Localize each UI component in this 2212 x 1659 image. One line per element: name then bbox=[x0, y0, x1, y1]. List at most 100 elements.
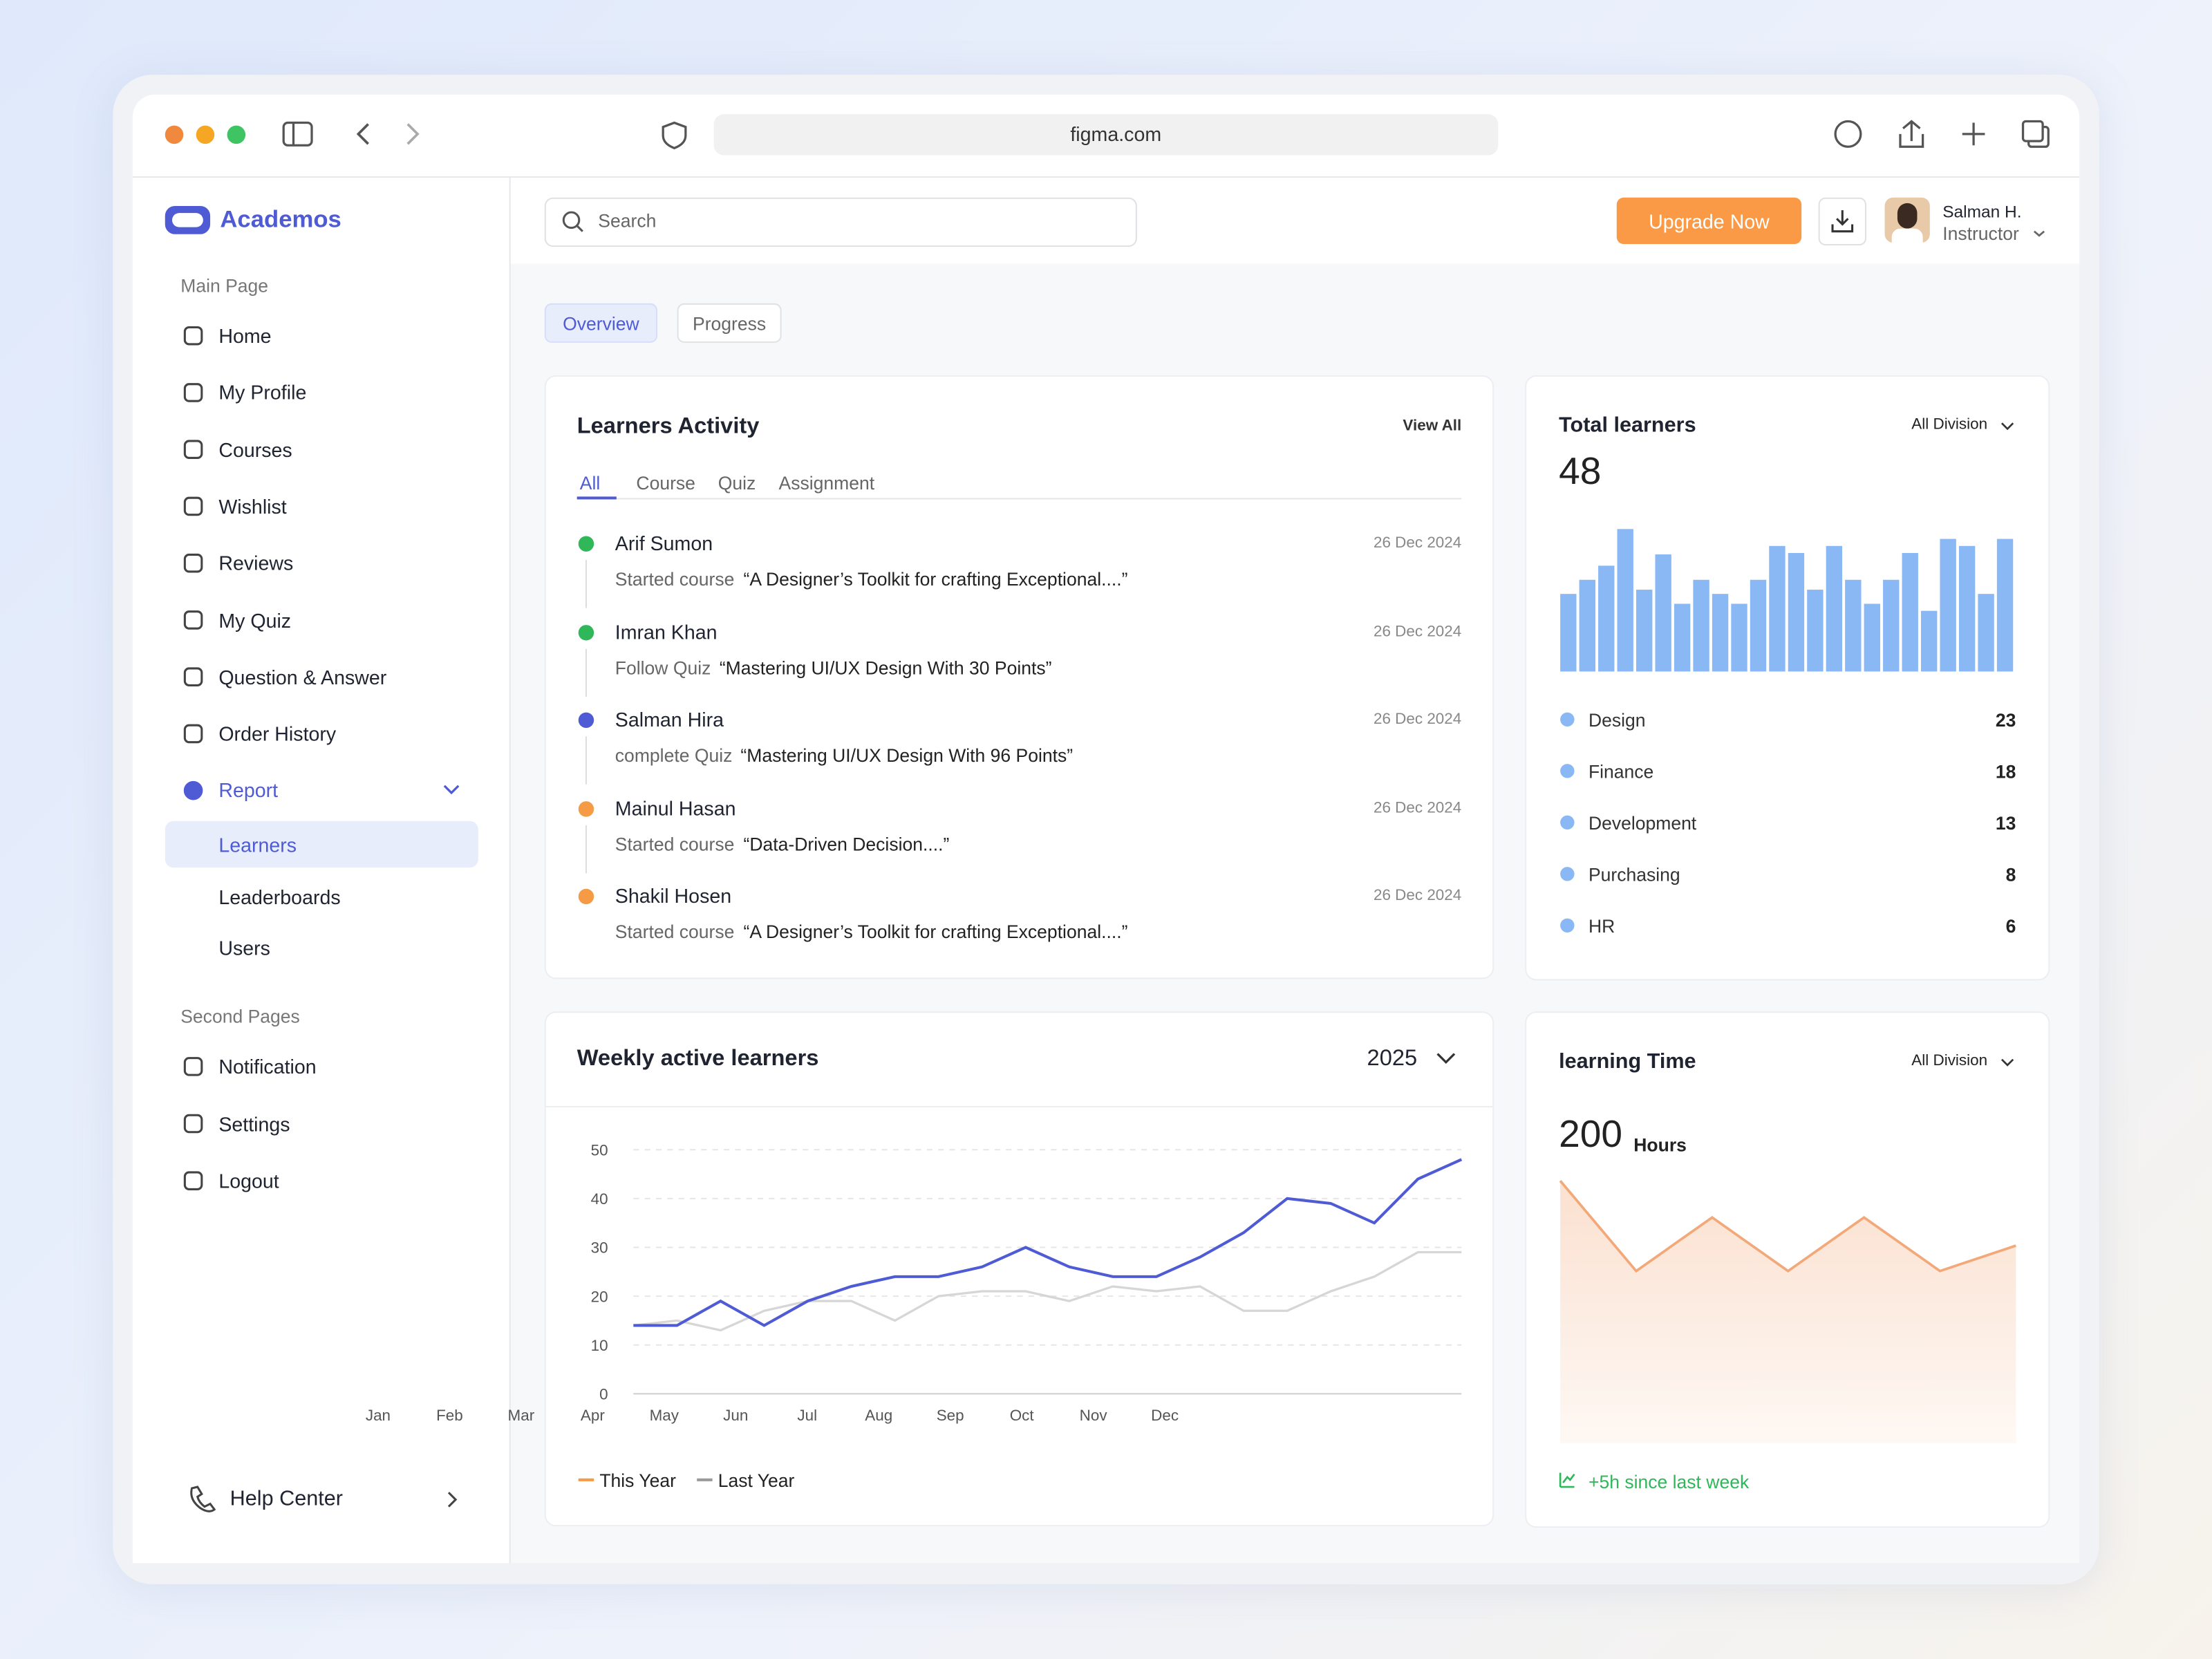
legend-value: 13 bbox=[1996, 813, 2016, 834]
total-unit: Hours bbox=[1633, 1134, 1687, 1156]
total-learners-card: Total learners All Division 48 Design 23 Fina… bbox=[1525, 375, 2050, 981]
line-series bbox=[633, 1158, 1463, 1327]
learner-name: Imran Khan bbox=[615, 620, 718, 643]
bar-chart: Design 23 Finance 18 Development 13 Purchasing… bbox=[1560, 422, 2016, 937]
menu-item: Home bbox=[218, 324, 272, 348]
card-divider bbox=[545, 1105, 1493, 1108]
filter-tab: Course bbox=[636, 472, 695, 494]
help-center[interactable]: Help Center bbox=[229, 1487, 344, 1511]
tab-label: Progress bbox=[693, 313, 767, 335]
x-tick-label: Mar bbox=[508, 1407, 535, 1424]
menu-item: Reviews bbox=[218, 552, 294, 574]
menu-icon bbox=[183, 1057, 203, 1076]
timeline bbox=[585, 648, 587, 697]
url-bar[interactable] bbox=[713, 114, 1499, 156]
menu-icon bbox=[183, 440, 203, 459]
area-chart bbox=[1559, 1058, 2016, 1488]
help-icons bbox=[190, 785, 460, 1512]
submenu-item: Users bbox=[218, 937, 270, 959]
total-value: 48 bbox=[1559, 450, 1602, 493]
bar bbox=[1883, 579, 1900, 672]
search-icon bbox=[562, 211, 583, 232]
tab[interactable] bbox=[677, 303, 782, 343]
menu-icon bbox=[183, 1114, 203, 1134]
legend-label: Last Year bbox=[718, 1470, 795, 1491]
view-all[interactable]: View All bbox=[1403, 418, 1462, 435]
area-line bbox=[1559, 1179, 2016, 1273]
learner-name: Arif Sumon bbox=[615, 532, 713, 555]
filter-caret bbox=[2000, 1058, 2014, 1067]
activity-detail: “A Designer’s Toolkit for crafting Excep… bbox=[743, 568, 1128, 590]
bar bbox=[1940, 538, 1956, 672]
trend-icon bbox=[1559, 1472, 1575, 1488]
bar bbox=[1731, 603, 1747, 672]
dot-green bbox=[227, 125, 246, 144]
activity-detail: “Data-Driven Decision....” bbox=[743, 833, 950, 855]
status-dot bbox=[578, 624, 594, 640]
activity-date: 26 Dec 2024 bbox=[1373, 623, 1462, 640]
avatar[interactable] bbox=[1884, 197, 1930, 243]
x-tick-label: Feb bbox=[436, 1407, 463, 1424]
dot-red bbox=[165, 125, 184, 144]
bar bbox=[1750, 579, 1767, 672]
x-tick-label: Sep bbox=[937, 1407, 964, 1424]
activity-date: 26 Dec 2024 bbox=[1373, 711, 1462, 729]
x-tick-label: Apr bbox=[581, 1407, 605, 1424]
bar bbox=[1920, 610, 1938, 672]
legend-value: 18 bbox=[1996, 762, 2016, 782]
activity-date: 26 Dec 2024 bbox=[1373, 888, 1462, 905]
upgrade-label: Upgrade Now bbox=[1649, 210, 1770, 233]
trend-note: +5h since last week bbox=[1588, 1471, 1750, 1493]
card-title: learning Time bbox=[1559, 1049, 1696, 1074]
bar bbox=[1769, 545, 1785, 672]
status-dot bbox=[578, 712, 594, 729]
dot-yellow bbox=[196, 125, 215, 144]
menu-icon bbox=[183, 383, 203, 402]
bar bbox=[1712, 594, 1729, 672]
x-tick-label: May bbox=[650, 1407, 679, 1424]
legend-dot bbox=[1560, 764, 1575, 778]
year-select[interactable]: 2025 bbox=[1367, 1047, 1418, 1071]
bar bbox=[1674, 603, 1691, 672]
y-tick-label: 10 bbox=[591, 1337, 608, 1354]
brand: Academos bbox=[220, 205, 341, 233]
menu-icon bbox=[183, 326, 203, 346]
activity-action: Started course bbox=[615, 833, 735, 855]
bar bbox=[1617, 529, 1633, 672]
bar bbox=[1807, 590, 1824, 672]
activity-detail: “Mastering UI/UX Design With 30 Points” bbox=[719, 657, 1052, 678]
weekly-card: Weekly active learners 2025 0 10 20 30 40 50 Jan… bbox=[366, 1011, 1494, 1527]
filter-tab: Quiz bbox=[718, 472, 756, 494]
menu-item: Order History bbox=[218, 722, 337, 745]
status-dot bbox=[578, 800, 594, 817]
bar bbox=[1598, 565, 1615, 672]
filter-tab: All bbox=[579, 472, 601, 494]
filter-tab: Assignment bbox=[778, 472, 875, 494]
division-filter[interactable]: All Division bbox=[1911, 1052, 1988, 1069]
active-item bbox=[165, 821, 478, 868]
tab-active[interactable] bbox=[544, 303, 658, 343]
section-label: Second Pages bbox=[180, 1006, 300, 1027]
legend-label: Design bbox=[1588, 710, 1646, 731]
url: figma.com bbox=[1070, 122, 1162, 146]
legend-dot bbox=[1560, 712, 1575, 727]
menu-item: Wishlist bbox=[218, 495, 287, 518]
learner-name: Salman Hira bbox=[615, 708, 724, 731]
legend-label: Purchasing bbox=[1588, 864, 1680, 885]
bar bbox=[1845, 579, 1862, 672]
bar bbox=[1978, 594, 1994, 672]
menu-icon bbox=[183, 724, 203, 744]
activity-detail: “Mastering UI/UX Design With 96 Points” bbox=[740, 744, 1074, 767]
upgrade-button[interactable] bbox=[1616, 197, 1802, 245]
menu-item: Question & Answer bbox=[218, 665, 387, 688]
x-tick-label: Jul bbox=[797, 1407, 817, 1424]
y-tick-label: 20 bbox=[591, 1288, 608, 1305]
line-series bbox=[633, 1250, 1462, 1332]
bar bbox=[1636, 590, 1653, 672]
line-chart: 0 10 20 30 40 50 Jan Feb Mar Apr May Jun Jul Aug Sep Oc… bbox=[366, 1053, 1463, 1491]
search-box[interactable] bbox=[544, 197, 1137, 247]
search-placeholder: Search bbox=[598, 210, 657, 232]
division-filter[interactable]: All Division bbox=[1911, 416, 1988, 433]
filter-active bbox=[577, 496, 617, 500]
activity-action: Follow Quiz bbox=[615, 657, 711, 678]
